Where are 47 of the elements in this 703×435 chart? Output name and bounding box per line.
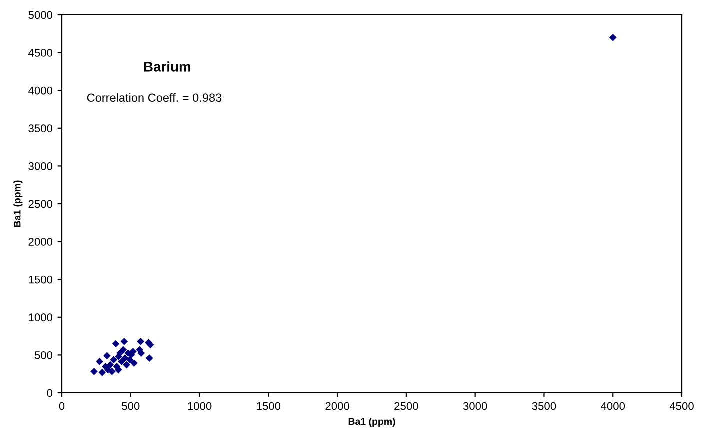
point bbox=[106, 361, 114, 369]
y-tick-label: 1000 bbox=[29, 314, 53, 322]
y-tick-label: 4500 bbox=[28, 49, 53, 57]
y-axis-title: Ba1 (ppm) bbox=[14, 180, 23, 228]
y-tick-label: 0 bbox=[47, 389, 53, 398]
y-tick-label: 500 bbox=[34, 351, 53, 360]
y-tick-label: 2000 bbox=[28, 238, 53, 246]
point bbox=[121, 354, 129, 362]
y-tick-label: 4000 bbox=[28, 86, 53, 95]
x-tick-label: 2000 bbox=[326, 402, 350, 410]
y-tick-label: 3500 bbox=[28, 124, 53, 133]
x-axis-title: Ba1 (ppm) bbox=[348, 418, 396, 428]
point bbox=[118, 358, 126, 366]
point bbox=[138, 350, 146, 357]
x-tick-label: 3500 bbox=[532, 402, 556, 410]
point bbox=[98, 368, 106, 376]
annotation: Correlation Coeff. = 0.983 bbox=[87, 93, 222, 102]
y-tick-label: 1500 bbox=[29, 276, 53, 284]
point bbox=[123, 361, 130, 369]
x-tick-label: 1000 bbox=[188, 402, 212, 410]
y-tick-label: 2500 bbox=[28, 200, 53, 208]
point bbox=[108, 368, 116, 376]
x-tick-label: 4500 bbox=[670, 402, 694, 410]
x-tick-label: 4000 bbox=[601, 402, 626, 410]
point bbox=[137, 338, 144, 346]
x-tick-label: 500 bbox=[122, 402, 140, 410]
point bbox=[120, 338, 128, 346]
point bbox=[90, 368, 98, 376]
point bbox=[102, 363, 110, 370]
x-tick-label: 0 bbox=[59, 402, 65, 410]
point bbox=[110, 356, 118, 364]
point bbox=[130, 348, 137, 356]
point bbox=[609, 34, 617, 42]
text: Barium bbox=[144, 62, 190, 72]
point bbox=[126, 356, 134, 364]
point bbox=[104, 352, 111, 360]
point bbox=[130, 360, 138, 367]
x-tick-label: 3000 bbox=[463, 402, 488, 410]
point bbox=[112, 340, 120, 348]
point bbox=[96, 358, 104, 366]
point bbox=[146, 341, 154, 349]
x-tick-label: 2500 bbox=[394, 402, 418, 410]
point bbox=[146, 354, 154, 362]
y-tick-label: 5000 bbox=[28, 11, 53, 20]
x-tick-label: 1500 bbox=[257, 402, 281, 410]
point bbox=[120, 346, 128, 354]
y-tick-label: 3000 bbox=[28, 162, 53, 170]
